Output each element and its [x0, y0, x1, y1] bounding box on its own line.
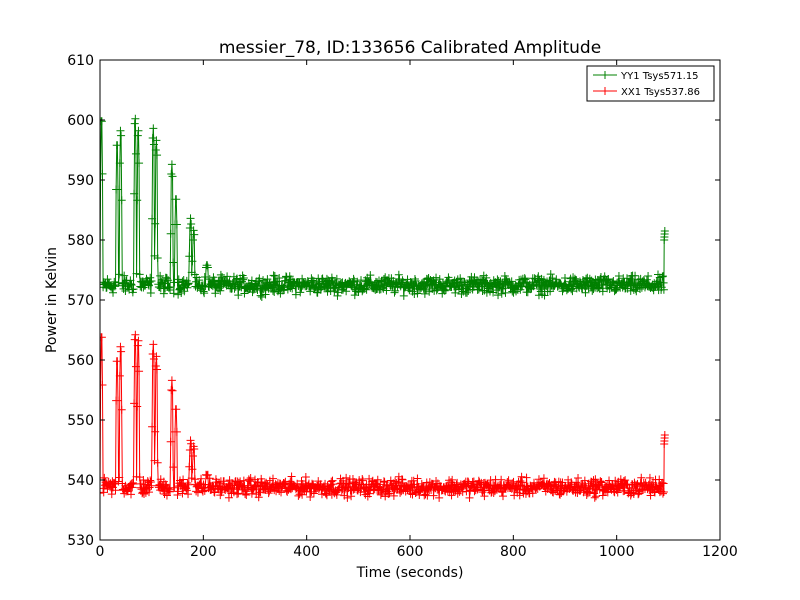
x-tick-label-3: 600: [397, 544, 424, 560]
x-tick-label-4: 800: [500, 544, 527, 560]
y-tick-label-3: 560: [67, 353, 94, 369]
x-axis-label: Time (seconds): [356, 565, 464, 581]
series-markers-1: [100, 330, 669, 502]
legend-marker-1: [601, 87, 609, 95]
y-tick-label-1: 540: [67, 473, 94, 489]
y-tick-label-2: 550: [67, 413, 94, 429]
y-tick-label-8: 610: [67, 53, 94, 69]
legend-label-1: XX1 Tsys537.86: [621, 87, 700, 98]
y-tick-label-0: 530: [67, 533, 94, 549]
series-0: [100, 114, 669, 301]
x-tick-label-0: 0: [96, 544, 105, 560]
x-tick-label-6: 1200: [702, 544, 738, 560]
chart-title: messier_78, ID:133656 Calibrated Amplitu…: [219, 38, 601, 58]
axes: 0 200 400 600 800 1000 1200 530 540 550 560 570 580 5…: [67, 53, 738, 560]
x-tick-label-2: 400: [293, 544, 320, 560]
series-1: [100, 330, 669, 502]
y-axis-label: Power in Kelvin: [44, 247, 60, 353]
legend-label-0: YY1 Tsys571.15: [620, 71, 699, 82]
y-tick-label-6: 590: [67, 173, 94, 189]
x-tick-label-5: 1000: [599, 544, 635, 560]
y-tick-label-5: 580: [67, 233, 94, 249]
y-tick-label-7: 600: [67, 113, 94, 129]
y-tick-label-4: 570: [67, 293, 94, 309]
series-markers-0: [100, 114, 669, 301]
legend-marker-0: [601, 71, 609, 79]
plot-area: [100, 114, 669, 502]
x-tick-label-1: 200: [190, 544, 217, 560]
legend-box: [586, 65, 715, 102]
legend: YY1 Tsys571.15 XX1 Tsys537.86: [586, 65, 715, 102]
